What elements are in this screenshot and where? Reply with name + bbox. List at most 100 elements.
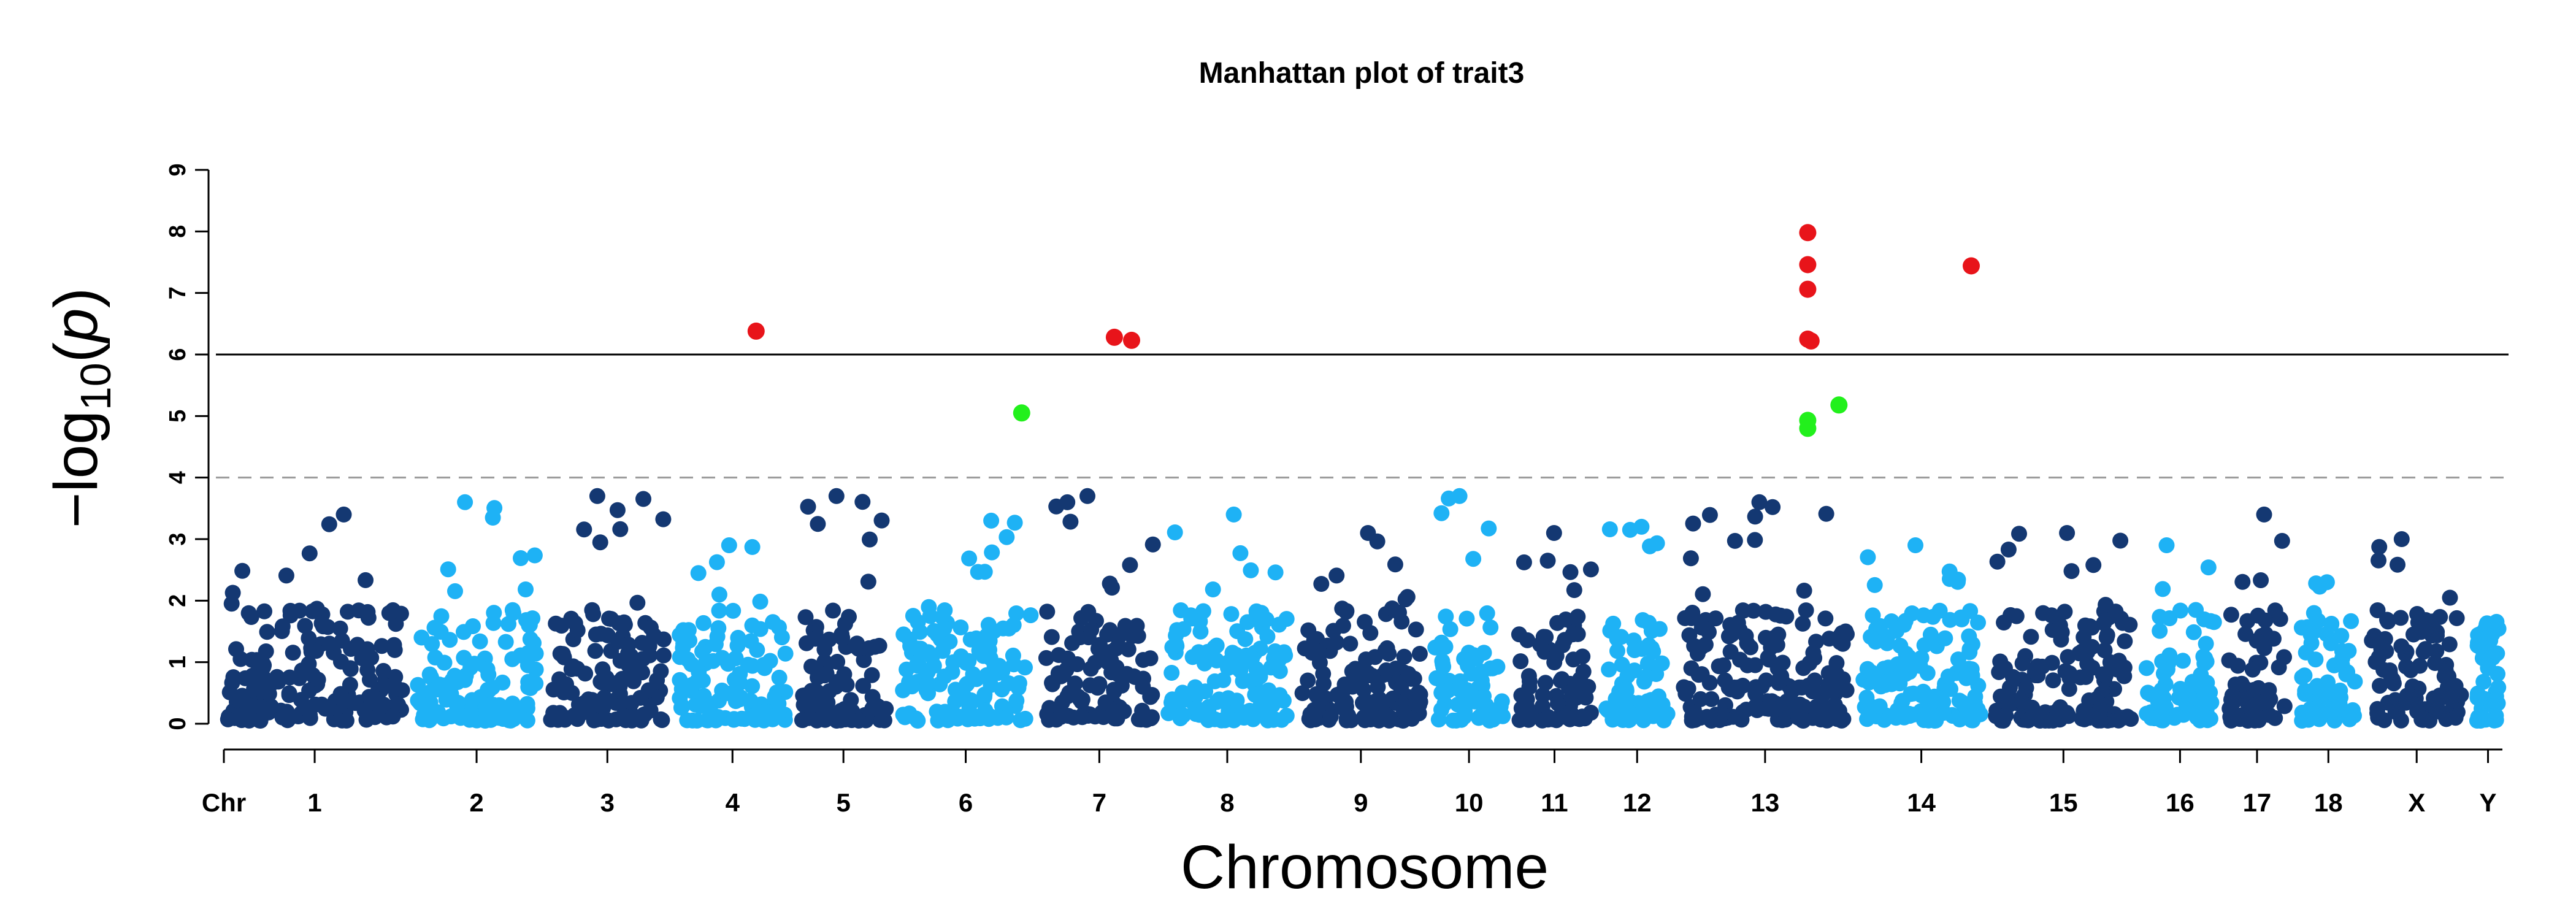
snp-point <box>1102 622 1118 638</box>
snp-point <box>1866 577 1883 593</box>
snp-point <box>486 500 503 516</box>
snp-point <box>1747 532 1763 548</box>
snp-point <box>821 683 838 699</box>
snp-point <box>310 672 326 688</box>
snp-point <box>2053 631 2069 648</box>
snp-point <box>1278 611 1295 627</box>
snp-point <box>1368 692 1385 709</box>
snp-point <box>976 686 993 703</box>
snp-point <box>2240 713 2256 729</box>
snp-point <box>386 637 402 653</box>
snp-point <box>1183 610 1200 627</box>
snp-point <box>2028 705 2044 721</box>
snp-point <box>2267 710 2283 726</box>
snp-point <box>228 641 244 657</box>
snp-point <box>1863 664 1879 681</box>
snp-point <box>1213 712 1230 729</box>
snp-point <box>2296 667 2313 684</box>
snp-point <box>1682 550 1699 567</box>
snp-point <box>245 669 262 685</box>
snp-point <box>1442 621 1459 637</box>
snp-point <box>1626 662 1643 679</box>
snp-point <box>2323 616 2340 632</box>
snp-point <box>1757 604 1774 620</box>
x-tick-label-chr-14: 14 <box>1907 788 1936 817</box>
snp-point <box>2081 710 2098 726</box>
snp-point <box>743 633 759 650</box>
snp-point <box>2110 712 2127 729</box>
snp-point <box>1328 567 1345 584</box>
snp-point <box>921 599 937 615</box>
y-tick-label: 9 <box>165 163 191 176</box>
chromosome-4-points <box>672 537 794 729</box>
snp-point <box>616 614 632 631</box>
snp-point <box>2150 692 2166 709</box>
snp-point <box>1325 623 1342 639</box>
snp-point <box>1438 608 1454 625</box>
snp-point <box>984 544 1000 561</box>
snp-peak-point <box>983 512 1000 529</box>
snp-point <box>609 502 626 518</box>
snp-point <box>2442 589 2458 606</box>
snp-point <box>334 632 350 649</box>
snp-point <box>1205 581 1221 597</box>
snp-point <box>910 640 926 657</box>
snp-point <box>640 682 657 699</box>
snp-point <box>953 619 969 635</box>
snp-point <box>653 663 669 680</box>
snp-point <box>518 581 534 597</box>
snp-point <box>862 531 878 548</box>
snp-point <box>847 638 864 654</box>
snp-point <box>1832 634 1849 650</box>
snp-point <box>2441 636 2458 653</box>
snp-peak-point <box>457 494 473 510</box>
snp-point <box>1901 649 1917 665</box>
snp-point <box>1484 660 1501 677</box>
snp-point <box>1103 664 1120 681</box>
snp-point <box>2410 614 2426 631</box>
snp-point <box>1605 615 1622 632</box>
snp-point <box>2489 645 2505 662</box>
snp-point <box>449 698 466 715</box>
snp-point <box>1639 655 1656 672</box>
chromosome-18-points <box>2293 574 2363 729</box>
y-tick-label: 6 <box>165 348 191 361</box>
snp-point <box>281 687 297 703</box>
x-tick-label-chr-2: 2 <box>469 788 483 817</box>
snp-point <box>1120 641 1137 657</box>
snp-point <box>2376 712 2393 729</box>
snp-point <box>1746 602 1761 619</box>
snp-point <box>1609 631 1625 647</box>
snp-point <box>2063 563 2080 580</box>
snp-point <box>338 712 355 729</box>
snp-point <box>1651 621 1668 637</box>
snp-point <box>876 712 892 729</box>
snp-point <box>1051 647 1067 663</box>
snp-point <box>836 666 853 683</box>
snp-point <box>2393 638 2410 654</box>
snp-point <box>1493 693 1510 710</box>
snp-point <box>1996 615 2012 631</box>
snp-point <box>1550 695 1566 711</box>
snp-point <box>1798 602 1814 619</box>
snp-point <box>1695 586 1711 602</box>
snp-point <box>1761 651 1777 668</box>
snp-point <box>730 629 746 646</box>
snp-point <box>2341 711 2358 727</box>
snp-point <box>421 666 438 683</box>
snp-point <box>462 659 478 676</box>
snp-point <box>854 494 871 510</box>
snp-point <box>259 624 275 640</box>
snp-point <box>2044 654 2060 671</box>
snp-point <box>808 712 825 729</box>
snp-point <box>1206 673 1223 689</box>
snp-point <box>1609 643 1625 659</box>
snp-point <box>2415 643 2432 660</box>
snp-point <box>2180 688 2197 704</box>
snp-point <box>1774 654 1791 671</box>
snp-point <box>2115 615 2131 631</box>
snp-point <box>1614 656 1630 673</box>
snp-point <box>834 626 850 643</box>
y-axis-title-p: p <box>42 308 110 344</box>
snp-point <box>361 672 378 688</box>
